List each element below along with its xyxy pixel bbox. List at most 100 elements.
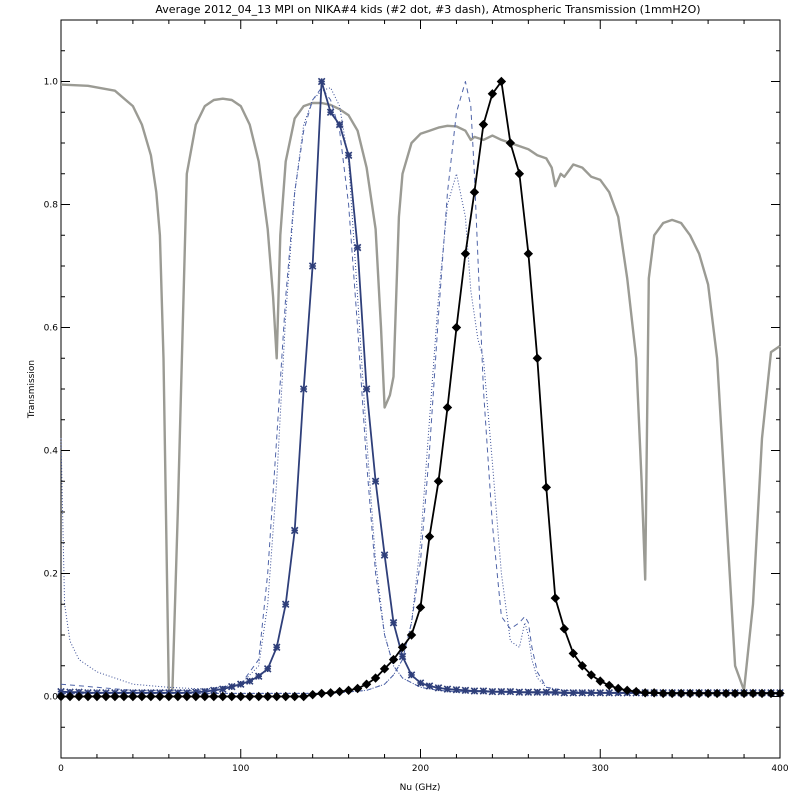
asterisk-marker [371,477,380,486]
diamond-marker [433,476,444,486]
asterisk-marker [461,686,470,695]
diamond-marker [631,686,641,697]
diamond-marker [280,691,291,702]
diamond-marker [254,691,264,702]
diamond-marker [334,686,345,697]
chart-title: Average 2012_04_13 MPI on NIKA#4 kids (#… [155,3,700,16]
asterisk-marker [380,551,389,559]
diamond-marker [361,679,372,689]
diamond-marker [658,688,668,699]
diamond-marker [397,642,408,653]
y-tick-label: 0.8 [44,201,59,211]
diamond-marker [92,691,102,702]
diamond-marker [622,685,632,696]
asterisk-marker [317,77,326,86]
asterisk-marker [227,682,236,691]
asterisk-marker [236,680,245,688]
asterisk-marker [551,688,560,696]
axes-layer: 0 100 200 300 400 0.0 0.2 0.4 0.6 0.8 1.0 [44,20,789,774]
diamond-marker [352,683,363,694]
asterisk-marker [560,689,569,697]
diamond-marker [532,353,543,363]
asterisk-marker [605,689,614,697]
diamond-marker [406,630,417,640]
diamond-marker [343,685,354,696]
asterisk-marker [362,385,371,393]
diamond-marker [469,187,480,197]
asterisk-marker [524,688,533,696]
diamond-marker [119,691,129,702]
asterisk-marker [335,120,344,129]
asterisk-marker [515,688,524,696]
diamond-marker [110,691,120,702]
diamond-marker [775,688,785,699]
diamond-marker [307,689,318,700]
diamond-marker [523,248,534,259]
asterisk-marker [290,526,299,535]
diamond-marker [155,691,165,702]
asterisk-marker [353,243,362,252]
y-tick-label: 0.6 [44,324,59,334]
diamond-marker [209,691,219,702]
y-axis-label: Transmission [27,360,37,419]
asterisk-marker [506,687,515,696]
series-layer [56,76,785,702]
diamond-marker [137,691,147,702]
diamond-marker [146,691,156,702]
diamond-marker [559,624,570,634]
diamond-marker [128,691,138,702]
diamond-marker [289,691,300,702]
diamond-marker [505,138,516,148]
asterisk-marker [281,600,290,609]
diamond-marker [164,691,174,702]
asterisk-marker [344,151,353,160]
diamond-marker [74,691,84,702]
diamond-marker [227,691,237,702]
diamond-marker [676,688,686,699]
diamond-marker [182,691,192,702]
x-tick-label: 200 [412,764,429,774]
diamond-marker [640,688,650,698]
diamond-marker [685,688,695,699]
asterisk-marker [596,689,605,697]
diamond-marker [379,664,390,674]
x-tick-label: 400 [771,764,788,774]
asterisk-marker [263,665,272,673]
x-tick-label: 0 [58,764,64,774]
diamond-marker [442,402,453,413]
diamond-marker [748,688,758,699]
asterisk-marker [389,618,398,627]
asterisk-marker [497,687,506,696]
asterisk-marker [416,679,425,687]
diamond-marker [298,691,309,702]
diamond-marker [415,602,426,613]
asterisk-marker [452,685,461,694]
diamond-marker [101,691,111,702]
diamond-marker [83,691,93,702]
diamond-marker [236,691,246,702]
asterisk-marker [254,672,263,680]
asterisk-marker [569,689,578,697]
asterisk-marker [219,685,227,693]
diamond-marker [263,691,273,702]
diamond-marker [541,482,552,493]
diamond-marker [245,691,255,702]
diamond-marker [218,691,228,702]
diamond-marker [667,688,677,699]
diamond-marker [478,119,489,130]
asterisk-marker [308,262,317,270]
diamond-marker [694,688,704,699]
asterisk-marker [407,671,416,679]
diamond-marker [550,593,561,603]
diamond-marker [451,322,462,333]
diamond-marker [613,683,623,694]
diamond-marker [424,531,435,542]
y-tick-label: 0.4 [44,447,59,457]
asterisk-marker [57,687,65,696]
diamond-marker [173,691,183,702]
diamond-marker [730,688,740,699]
diamond-marker [496,76,507,87]
series-band-dotted-line [61,173,780,694]
asterisk-marker [425,682,434,690]
